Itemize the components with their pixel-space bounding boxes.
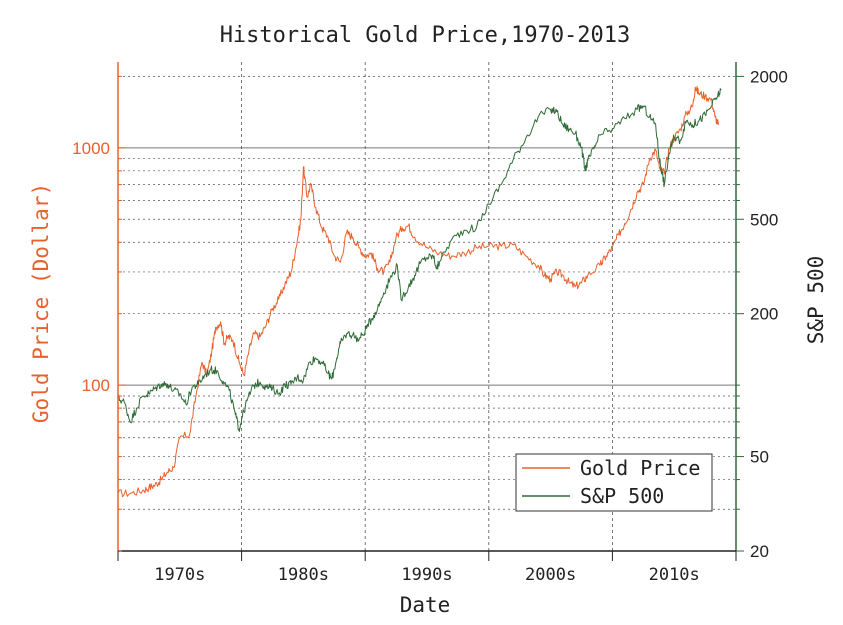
x-tick-label: 2010s [649,565,700,585]
x-axis-title: Date [400,593,451,617]
legend-label-gold: Gold Price [580,456,700,480]
legend-label-sp500: S&P 500 [580,484,664,508]
y-tick-label-right: 20 [750,542,769,561]
x-tick-label: 1990s [401,565,452,585]
x-tick-label: 1980s [278,565,329,585]
y-tick-label-left: 1000 [72,139,110,158]
y-tick-label-right: 2000 [750,67,788,86]
y-axis-title-right: S&P 500 [804,256,828,345]
legend-box [515,453,713,512]
series-layer [117,85,722,498]
series-line-gold-price [117,85,720,498]
y-tick-label-right: 50 [750,448,769,467]
y-tick-label-left: 100 [82,376,110,395]
y-tick-label-right: 500 [750,210,778,229]
chart-title: Historical Gold Price,1970-2013 [220,23,631,48]
y-axis-title-left: Gold Price (Dollar) [29,183,53,423]
axes: 100 1000 20 50 200 500 2000 1970s 1980s 1990s 2000… [72,62,788,585]
y-tick-label-right: 200 [750,305,778,324]
series-line-sp500 [117,88,722,432]
legend: Gold Price S&P 500 [515,453,713,512]
x-tick-label: 1970s [154,565,205,585]
x-tick-label: 2000s [525,565,576,585]
